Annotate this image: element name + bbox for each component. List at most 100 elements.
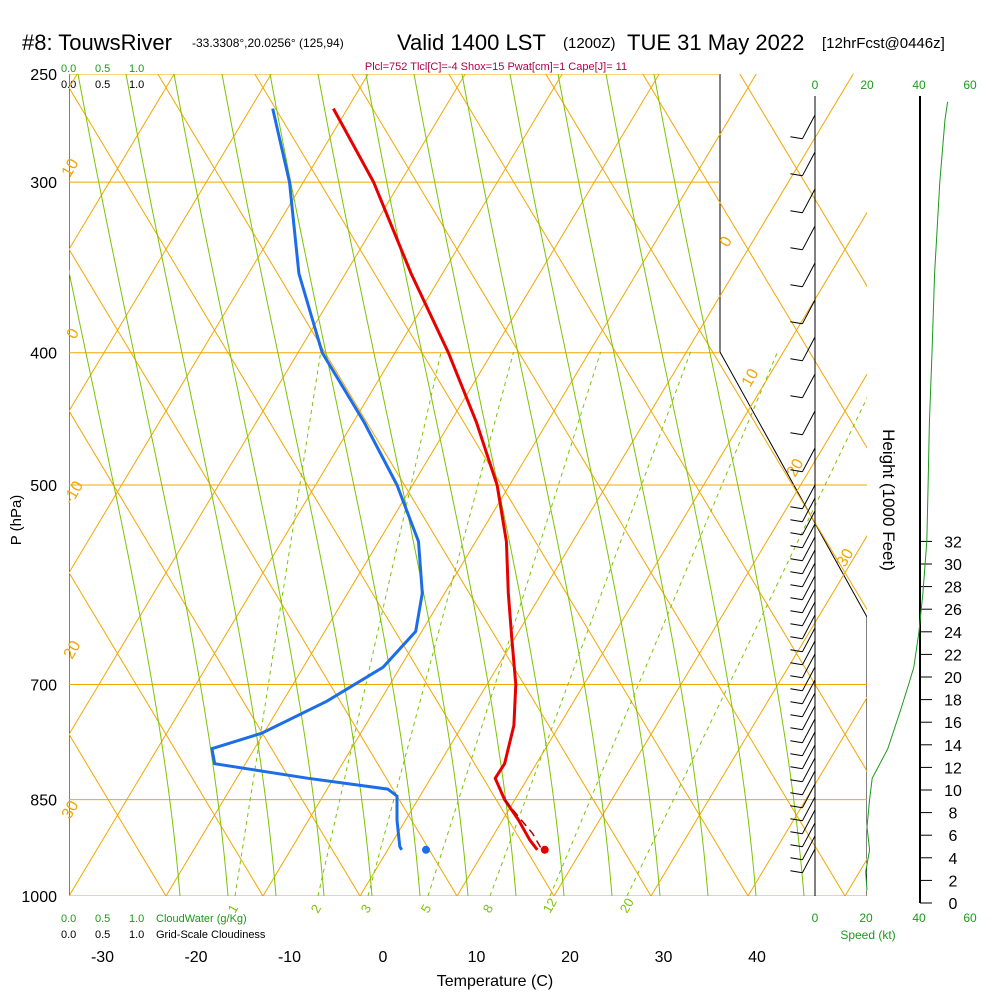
- adiabat-line: [254, 74, 749, 896]
- wind-barb-flag: [790, 432, 803, 436]
- temperature-tick-label: -30: [91, 949, 114, 966]
- isotherm-line: [69, 74, 272, 412]
- isotherm-label: 10: [59, 156, 83, 180]
- speed-bottom-20: 20: [859, 911, 873, 925]
- temperature-tick-label: -20: [184, 949, 207, 966]
- moist-adiabat: [413, 74, 565, 896]
- temperature-tick-label: 0: [379, 949, 388, 966]
- wind-barb: [801, 510, 816, 536]
- wind-barb: [801, 523, 816, 549]
- wind-barb: [801, 653, 816, 679]
- cloud-scale-bottom: 0.0 0.5 1.0 CloudWater (g/Kg) 0.0 0.5 1.…: [61, 913, 266, 941]
- station-title: #8: TouwsRiver: [22, 30, 172, 55]
- mixing-ratio-label: 2: [308, 902, 325, 916]
- mixing-ratio-line: [427, 351, 602, 896]
- wind-barb: [801, 757, 816, 783]
- wind-barb-flag: [790, 173, 803, 177]
- adiabat-line: [157, 74, 652, 896]
- background-grid: [69, 74, 867, 896]
- wind-barb-flag: [790, 395, 803, 399]
- isotherm-line: [69, 74, 466, 736]
- adiabat-line: [351, 74, 846, 896]
- cloud-top-black-2: 1.0: [129, 79, 144, 91]
- wind-barb-flag: [790, 597, 803, 601]
- adiabat-line: [69, 86, 555, 896]
- wind-barb-flag: [790, 469, 803, 473]
- wind-barb-flag: [790, 675, 803, 679]
- pressure-tick-label: 850: [30, 793, 57, 810]
- wind-barb-flag: [790, 610, 803, 614]
- cloudiness-2: 1.0: [129, 929, 144, 941]
- wind-barb: [801, 151, 816, 177]
- wind-barb: [801, 718, 816, 744]
- moist-adiabat: [173, 74, 325, 896]
- temperature-tick-label: 40: [748, 949, 766, 966]
- wind-barb: [801, 705, 816, 731]
- wind-barb: [801, 783, 816, 809]
- wind-barb: [801, 299, 816, 325]
- wind-barb: [801, 262, 816, 288]
- wind-barb: [801, 601, 816, 627]
- wind-barb-flag: [790, 688, 803, 692]
- temperature-line: [332, 107, 539, 851]
- height-axis-label: Height (1000 Feet): [879, 429, 898, 571]
- cloud-top-black-1: 0.5: [95, 79, 110, 91]
- moist-adiabat: [653, 74, 805, 896]
- mixing-ratio-line: [317, 351, 442, 896]
- wind-barb-flag: [790, 727, 803, 731]
- moist-adiabat: [269, 74, 421, 896]
- sounding-curves: [210, 101, 949, 891]
- wind-barb: [801, 484, 816, 510]
- height-tick-label: 24: [944, 625, 962, 642]
- wind-barb-flag: [790, 545, 803, 549]
- wind-barb-flag: [790, 831, 803, 835]
- height-tick-label: 2: [949, 873, 958, 890]
- wind-barb-flag: [790, 210, 803, 214]
- p-axis-label: P (hPa): [8, 495, 25, 546]
- wind-barb: [801, 114, 816, 140]
- wind-barb-flag: [790, 636, 803, 640]
- isotherm-line: [747, 696, 867, 896]
- wind-barb: [801, 848, 816, 874]
- wind-barb-flag: [790, 649, 803, 653]
- wind-barb-flag: [790, 519, 803, 523]
- cloud-top-green-0: 0.0: [61, 63, 76, 75]
- moist-adiabat: [125, 74, 277, 896]
- speed-top-0: 0: [812, 78, 819, 92]
- forecast-tag: [12hrFcst@0446z]: [822, 35, 945, 52]
- wind-barb: [801, 562, 816, 588]
- pressure-tick-label: 400: [30, 346, 57, 363]
- isotherm-line: [650, 535, 867, 896]
- isotherm-line: [553, 373, 867, 896]
- wind-speed-line: [865, 101, 949, 891]
- cloudwater-label: CloudWater (g/Kg): [156, 913, 247, 925]
- moist-adiabat: [69, 269, 181, 896]
- wind-barb-flag: [790, 571, 803, 575]
- adiabat-line: [642, 74, 867, 449]
- wind-barb-flag: [790, 766, 803, 770]
- isotherm-label: 10: [739, 366, 763, 390]
- wind-barb-flag: [790, 136, 803, 140]
- height-tick-label: 28: [944, 580, 962, 597]
- moist-adiabat: [365, 74, 517, 896]
- parcel-line: [504, 799, 543, 851]
- wind-barb: [801, 744, 816, 770]
- pressure-tick-label: 500: [30, 478, 57, 495]
- pressure-tick-label: 300: [30, 175, 57, 192]
- wind-barb-flag: [790, 714, 803, 718]
- wind-barb: [801, 588, 816, 614]
- cloud-top-green-2: 1.0: [129, 63, 144, 75]
- height-tick-label: 8: [949, 806, 958, 823]
- valid-zulu: (1200Z): [563, 35, 616, 52]
- temperature-tick-label: 30: [655, 949, 673, 966]
- mixing-ratio-line: [234, 351, 322, 896]
- wind-barb: [801, 666, 816, 692]
- height-tick-label: 10: [944, 783, 962, 800]
- isotherm-line: [69, 74, 369, 574]
- pressure-tick-label: 250: [30, 67, 57, 84]
- adiabat-line: [69, 733, 167, 896]
- stability-stats: Plcl=752 Tlcl[C]=-4 Shox=15 Pwat[cm]=1 C…: [365, 61, 627, 73]
- moist-adiabat: [509, 74, 661, 896]
- height-tick-label: 0: [949, 896, 958, 913]
